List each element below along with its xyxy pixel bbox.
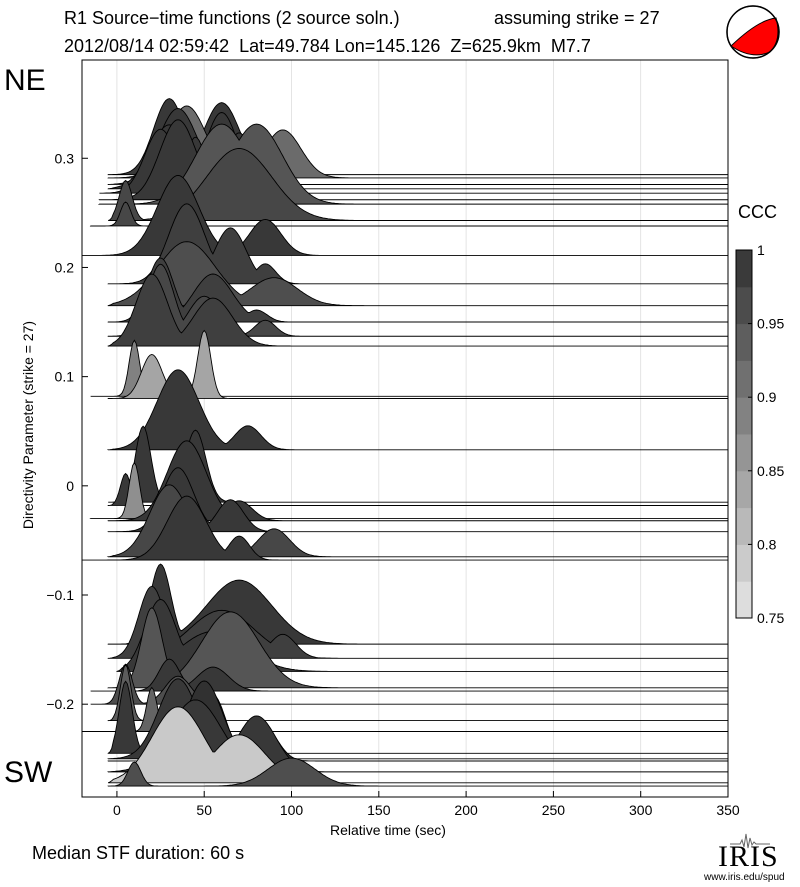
focal-mechanism-compression [730, 17, 779, 56]
stf-trace [107, 706, 729, 784]
stf-trace [107, 329, 729, 399]
stf-trace [81, 174, 729, 256]
stf-trace [106, 369, 729, 451]
x-axis-title: Relative time (sec) [330, 822, 446, 838]
median-duration: Median STF duration: 60 s [32, 843, 245, 863]
colorbar-segment [736, 434, 752, 472]
stf-trace [107, 241, 729, 307]
colorbar-segment [736, 360, 752, 398]
stf-trace [108, 425, 728, 503]
chart-title: R1 Source−time functions (2 source soln.… [64, 8, 400, 28]
event-info: 2012/08/14 02:59:42 Lat=49.784 Lon=145.1… [64, 36, 591, 56]
strike-assumption: assuming strike = 27 [494, 8, 660, 28]
y-tick-label: 0.2 [55, 259, 75, 275]
colorbar-segment [736, 507, 752, 545]
y-axis-title: Directivity Parameter (strike = 27) [20, 320, 36, 530]
plot-frame [81, 59, 729, 798]
colorbar-tick-label: 0.9 [757, 389, 777, 405]
stf-trace [107, 757, 729, 787]
colorbar-tick-label: 0.85 [757, 463, 784, 479]
colorbar-tick-label: 0.75 [757, 610, 784, 626]
stf-trace [107, 273, 729, 347]
ne-label: NE [4, 64, 46, 97]
y-tick-label: 0 [66, 478, 74, 494]
colorbar-segment [736, 397, 752, 435]
x-tick-label: 300 [629, 802, 653, 818]
colorbar-tick-label: 1 [757, 242, 765, 258]
seismogram-icon [730, 833, 770, 849]
colorbar-segment [736, 250, 752, 288]
x-tick-label: 0 [113, 802, 121, 818]
iris-logo-url: www.iris.edu/spud [704, 872, 785, 883]
colorbar-tick-label: 0.8 [757, 536, 777, 552]
stf-trace [107, 585, 729, 659]
x-tick-label: 250 [542, 802, 566, 818]
sw-label: SW [4, 756, 53, 789]
stf-trace [107, 563, 729, 645]
y-tick-label: −0.1 [46, 587, 74, 603]
iris-logo-text: IRIS [718, 840, 779, 873]
colorbar-segment [736, 286, 752, 325]
stf-trace [108, 148, 729, 221]
colorbar-segment [736, 470, 752, 509]
stf-trace [90, 658, 729, 692]
colorbar-frame [735, 249, 753, 619]
y-tick-label: 0.3 [55, 150, 75, 166]
stf-trace [107, 607, 729, 689]
x-tick-label: 50 [196, 802, 212, 818]
x-tick-label: 100 [280, 802, 304, 818]
focal-mechanism-outline [726, 5, 780, 59]
y-tick-label: 0.1 [55, 369, 75, 385]
y-tick-label: −0.2 [46, 696, 74, 712]
x-tick-label: 350 [716, 802, 740, 818]
x-tick-label: 200 [454, 802, 478, 818]
colorbar-tick-label: 0.95 [757, 316, 784, 332]
colorbar-label: CCC [738, 202, 777, 222]
colorbar-segment [736, 544, 752, 582]
colorbar-segment [736, 323, 752, 361]
colorbar-segment [736, 581, 752, 619]
iris-logo[interactable]: IRIS www.iris.edu/spud [700, 830, 800, 887]
x-tick-label: 150 [367, 802, 391, 818]
stf-trace [81, 495, 729, 561]
